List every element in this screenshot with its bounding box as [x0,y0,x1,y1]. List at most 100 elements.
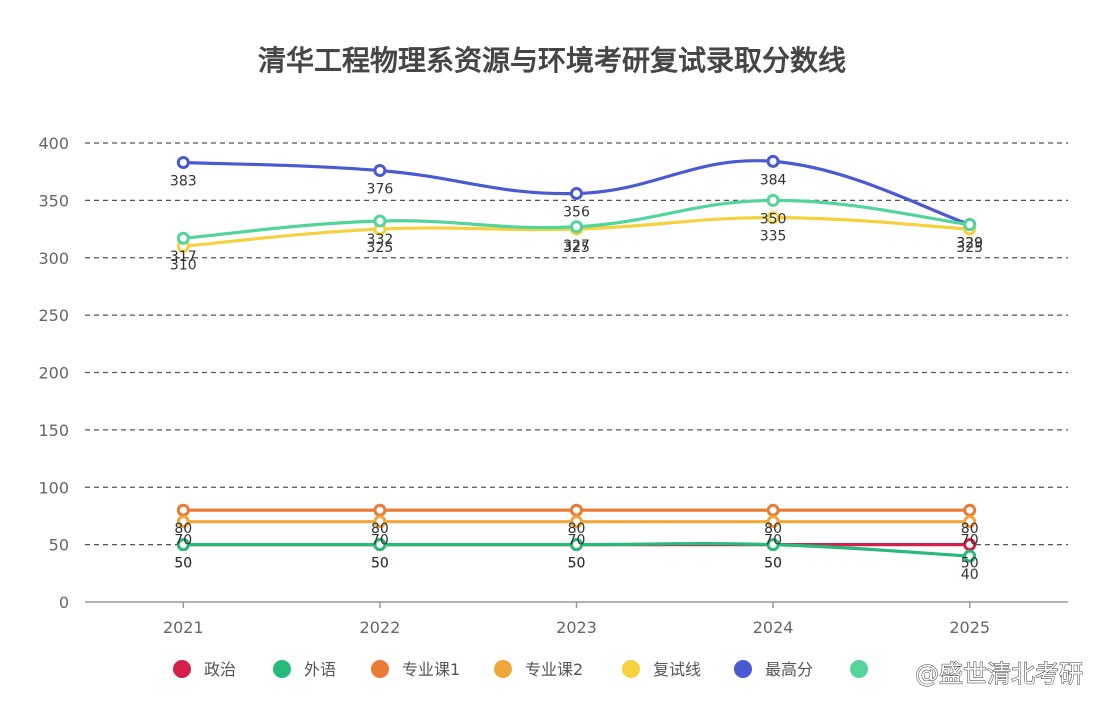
data-label: 325 [367,240,394,256]
data-point[interactable] [570,503,583,517]
data-point[interactable] [963,515,977,529]
legend-marker [371,660,389,678]
data-label: 40 [961,567,979,583]
series-layer [176,154,977,563]
data-point[interactable] [766,515,780,529]
data-label: 325 [956,240,983,256]
data-label: 70 [568,533,586,549]
data-point[interactable] [373,515,387,529]
legend-marker [850,660,868,678]
data-point[interactable] [766,538,780,552]
data-point[interactable] [373,503,387,517]
x-tick-label: 2021 [163,618,204,637]
legend-item[interactable]: 政治 [173,660,236,679]
data-label: 70 [174,533,192,549]
data-point[interactable] [963,503,977,517]
data-point[interactable] [176,156,190,170]
watermark: @盛世清北考研 [915,660,1083,688]
data-label: 350 [760,211,787,227]
data-point[interactable] [766,193,780,207]
x-tick-label: 2025 [949,618,990,637]
data-label: 332 [367,232,394,248]
legend-item[interactable] [850,660,868,678]
y-tick-label: 300 [38,249,69,268]
data-point[interactable] [570,515,583,529]
data-point[interactable] [176,231,190,245]
legend-label: 外语 [304,660,336,679]
x-tick-label: 2023 [556,618,597,637]
data-label: 80 [764,521,782,537]
legend[interactable]: 政治 外语 专业课1 专业课2 复试线 最高分 [173,660,868,679]
data-point[interactable] [176,503,190,517]
data-label: 50 [764,556,782,572]
data-point[interactable] [766,503,780,517]
legend-label: 政治 [204,660,236,679]
data-label: 310 [170,257,197,273]
data-point[interactable] [766,211,780,225]
data-point[interactable] [373,538,387,552]
data-label: 80 [174,521,192,537]
data-label: 80 [371,521,389,537]
data-label: 70 [371,533,389,549]
data-point[interactable] [570,220,583,234]
data-label: 50 [174,556,192,572]
y-tick-label: 50 [49,536,69,555]
data-point[interactable] [963,217,977,231]
data-label: 356 [563,204,590,220]
y-tick-label: 250 [38,306,69,325]
y-axis: 0 50 100 150 200 250 300 350 400 [38,134,69,612]
data-label: 50 [568,556,586,572]
legend-marker [494,660,512,678]
data-label: 50 [764,556,782,572]
data-point[interactable] [570,538,583,552]
data-label: 50 [371,556,389,572]
data-point[interactable] [963,549,977,563]
legend-item[interactable]: 专业课1 [371,660,460,679]
data-label: 50 [371,556,389,572]
y-tick-label: 350 [38,191,69,210]
x-axis: 2021 2022 2023 2024 2025 [85,601,1068,637]
data-point[interactable] [373,164,387,178]
y-tick-label: 150 [38,421,69,440]
data-label: 50 [961,556,979,572]
data-label: 80 [961,521,979,537]
y-tick-label: 200 [38,364,69,383]
x-tick-label: 2024 [753,618,794,637]
data-label: 50 [568,556,586,572]
data-label: 70 [961,533,979,549]
y-tick-label: 100 [38,478,69,497]
data-point[interactable] [766,154,780,168]
legend-item[interactable]: 外语 [273,660,336,679]
legend-marker [622,660,640,678]
data-label: 335 [760,229,787,245]
legend-item[interactable]: 复试线 [622,660,701,679]
data-label: 325 [563,240,590,256]
legend-label: 最高分 [765,660,813,679]
y-tick-label: 400 [38,134,69,153]
legend-label: 复试线 [653,660,701,679]
legend-marker [734,660,752,678]
grid [85,142,1068,546]
data-point[interactable] [176,515,190,529]
data-point[interactable] [373,214,387,228]
data-point[interactable] [176,538,190,552]
legend-label: 专业课1 [402,660,460,679]
data-point[interactable] [570,186,583,200]
y-tick-label: 0 [59,593,69,612]
data-label: 329 [956,235,983,251]
data-label: 327 [563,238,590,254]
legend-marker [173,660,191,678]
data-label: 329 [956,235,983,251]
data-label: 70 [764,533,782,549]
chart-title: 清华工程物理系资源与环境考研复试录取分数线 [258,44,846,77]
legend-label: 专业课2 [525,660,583,679]
legend-item[interactable]: 专业课2 [494,660,583,679]
data-label: 383 [170,174,197,190]
x-tick-label: 2022 [360,618,401,637]
data-label: 317 [170,249,197,265]
legend-item[interactable]: 最高分 [734,660,813,679]
data-label: 50 [174,556,192,572]
data-label: 384 [760,172,787,188]
